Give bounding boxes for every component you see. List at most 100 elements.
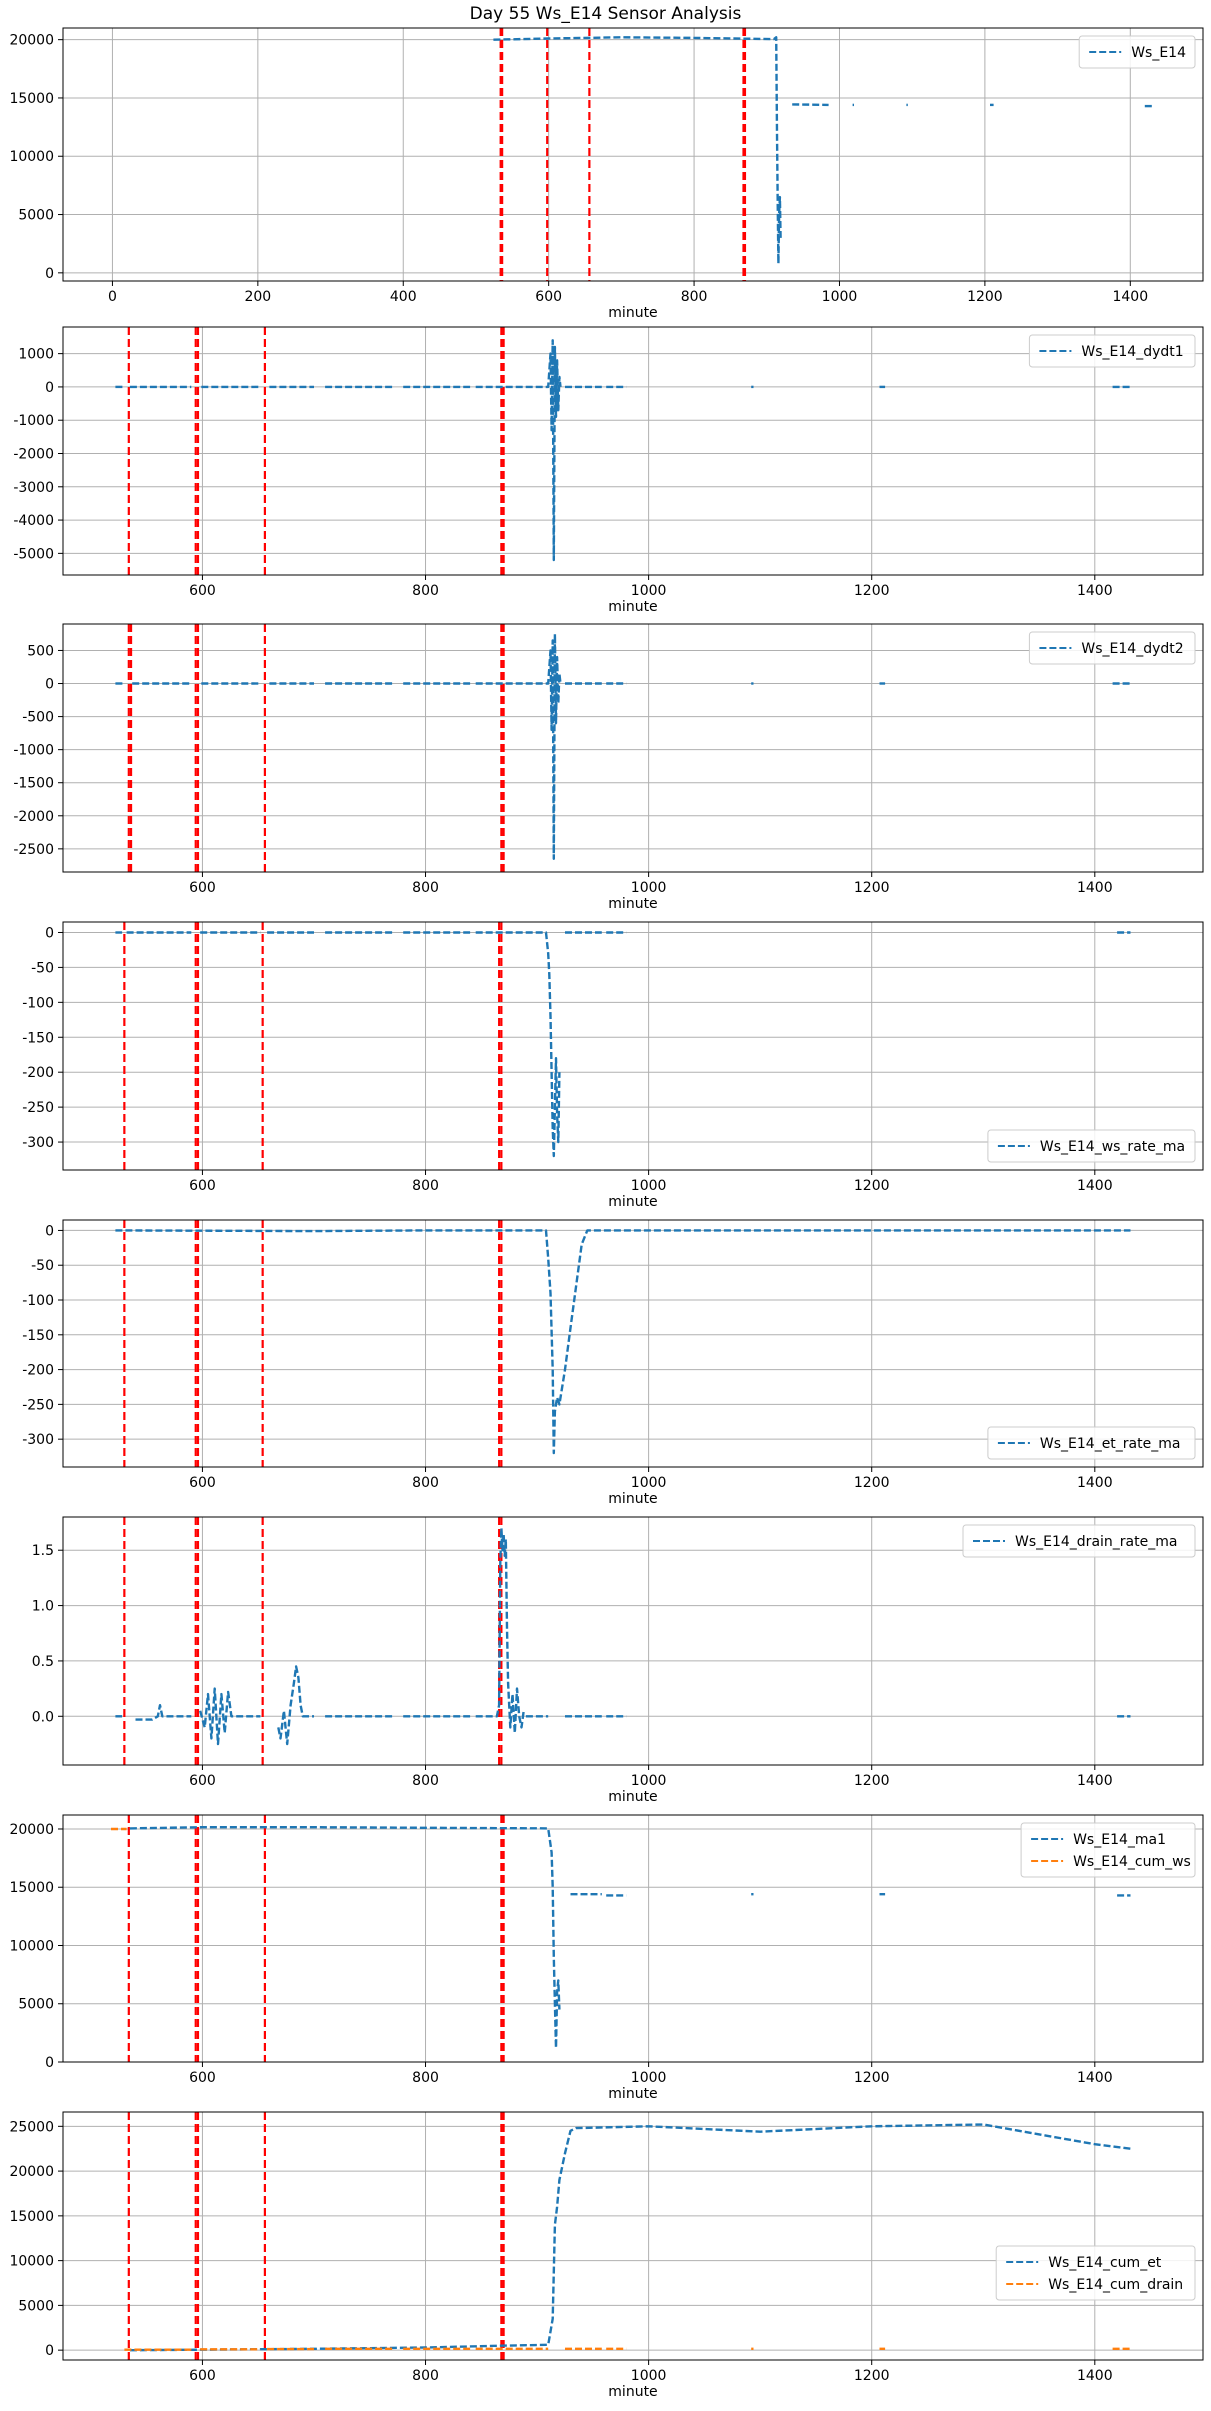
- y-tick-label: -3000: [13, 480, 54, 496]
- x-axis-label: minute: [608, 599, 657, 615]
- y-tick-label: 0: [45, 925, 54, 941]
- legend: Ws_E14_ma1 Ws_E14_cum_ws: [1020, 1822, 1196, 1878]
- legend-box: [1078, 35, 1196, 69]
- y-tick-label: 10000: [9, 1938, 54, 1954]
- x-tick-label: 800: [412, 2070, 439, 2086]
- x-tick-label: 800: [412, 2368, 439, 2384]
- y-tick-label: 0.5: [32, 1654, 54, 1670]
- y-tick-label: 10000: [9, 2254, 54, 2270]
- series-line: [115, 1229, 1131, 1455]
- x-tick-label: 600: [535, 289, 562, 305]
- series-line: [129, 2123, 1131, 2352]
- x-tick-label: 1200: [854, 1178, 890, 1194]
- x-tick-label: 800: [412, 1773, 439, 1789]
- x-tick-label: 600: [189, 880, 216, 896]
- chart-panel-7: 600 800 1000 1200 1400 0 5000 10000 15000 20000 mi…: [9, 1814, 1204, 2102]
- legend-label: Ws_E14_drain_rate_ma: [1015, 1534, 1177, 1550]
- x-axis-label: minute: [608, 896, 657, 912]
- y-tick-label: -2000: [13, 809, 54, 825]
- y-tick-label: 0.0: [32, 1709, 54, 1725]
- x-tick-label: 1200: [854, 583, 890, 599]
- legend-box: [987, 1426, 1196, 1460]
- legend: Ws_E14_dydt2: [1028, 631, 1196, 665]
- x-tick-label: 800: [412, 880, 439, 896]
- chart-panel-6: 600 800 1000 1200 1400 0.0 0.5 1.0 1.5 minute Ws_E…: [32, 1516, 1204, 1805]
- figure-title: Day 55 Ws_E14 Sensor Analysis: [469, 4, 742, 24]
- y-tick-label: -50: [31, 1258, 54, 1274]
- y-tick-label: 0: [45, 2055, 54, 2071]
- axes-frame: [62, 27, 1204, 282]
- legend: Ws_E14_et_rate_ma: [987, 1426, 1196, 1460]
- legend: Ws_E14: [1078, 35, 1196, 69]
- chart-panel-3: 600 800 1000 1200 1400 -2500 -2000 -1500 -1000 -5…: [13, 623, 1204, 912]
- series-line: [199, 1687, 261, 1746]
- y-tick-label: 15000: [9, 1880, 54, 1896]
- chart-panel-1: 0 200 400 600 800 1000 1200 1400 0 5000 10000 15000…: [9, 27, 1204, 321]
- x-tick-label: 1400: [1077, 1178, 1113, 1194]
- legend-box: [1028, 334, 1196, 368]
- y-tick-label: 20000: [9, 33, 54, 49]
- y-tick-label: 0: [45, 677, 54, 693]
- y-tick-label: 20000: [9, 1822, 54, 1838]
- y-tick-label: -500: [22, 710, 54, 726]
- x-tick-label: 600: [189, 1773, 216, 1789]
- x-tick-label: 600: [189, 583, 216, 599]
- y-tick-label: -2000: [13, 446, 54, 462]
- y-tick-label: 1.0: [32, 1599, 54, 1615]
- series-line: [475, 632, 562, 860]
- x-axis-label: minute: [608, 1194, 657, 1210]
- y-tick-label: 0: [45, 380, 54, 396]
- legend-box: [987, 1129, 1196, 1163]
- x-tick-label: 600: [189, 1178, 216, 1194]
- chart-panel-4: 600 800 1000 1200 1400 -300 -250 -200 -150 -100 -5…: [22, 921, 1204, 1210]
- x-tick-label: 1200: [854, 880, 890, 896]
- x-tick-label: 1200: [854, 2070, 890, 2086]
- y-tick-label: -4000: [13, 513, 54, 529]
- x-tick-label: 1200: [854, 1475, 890, 1491]
- legend-label: Ws_E14: [1131, 45, 1186, 61]
- x-tick-label: 1000: [631, 1773, 667, 1789]
- x-tick-label: 1400: [1077, 2070, 1113, 2086]
- x-tick-label: 1400: [1077, 880, 1113, 896]
- x-tick-label: 1000: [631, 1475, 667, 1491]
- x-axis-label: minute: [608, 2384, 657, 2400]
- y-tick-label: 0: [45, 2343, 54, 2359]
- legend-box: [1028, 631, 1196, 665]
- x-tick-label: 1000: [631, 583, 667, 599]
- x-axis-label: minute: [608, 305, 657, 321]
- legend-label: Ws_E14_ma1: [1073, 1832, 1166, 1848]
- axes-frame: [62, 1516, 1204, 1766]
- x-tick-label: 1400: [1077, 1475, 1113, 1491]
- axes-frame: [62, 326, 1204, 576]
- y-tick-label: 25000: [9, 2119, 54, 2135]
- legend-label: Ws_E14_cum_drain: [1048, 2277, 1183, 2293]
- legend-box: [962, 1524, 1196, 1558]
- x-tick-label: 1000: [631, 2368, 667, 2384]
- y-tick-label: -5000: [13, 546, 54, 562]
- y-tick-label: 5000: [18, 1997, 54, 2013]
- legend-box: [995, 2245, 1196, 2301]
- y-tick-label: -50: [31, 960, 54, 976]
- y-tick-label: -300: [22, 1432, 54, 1448]
- y-tick-label: 5000: [18, 2298, 54, 2314]
- y-tick-label: 1.5: [32, 1543, 54, 1559]
- x-tick-label: 1200: [967, 289, 1003, 305]
- y-tick-label: -1000: [13, 413, 54, 429]
- series-line: [277, 1665, 314, 1746]
- x-tick-label: 1000: [822, 289, 858, 305]
- legend-label: Ws_E14_cum_ws: [1073, 1854, 1191, 1870]
- x-tick-label: 1400: [1077, 2368, 1113, 2384]
- axes-frame: [62, 2111, 1204, 2361]
- x-tick-label: 800: [412, 1178, 439, 1194]
- y-tick-label: -1000: [13, 743, 54, 759]
- x-tick-label: 200: [244, 289, 271, 305]
- y-tick-label: -200: [22, 1065, 54, 1081]
- chart-panel-8: 600 800 1000 1200 1400 0 5000 10000 15000 20000 25…: [9, 2111, 1204, 2400]
- y-tick-label: -100: [22, 995, 54, 1011]
- series-line: [129, 1826, 561, 2050]
- x-tick-label: 0: [108, 289, 117, 305]
- chart-panel-2: 600 800 1000 1200 1400 -5000 -4000 -3000 -2000 -1…: [13, 326, 1204, 615]
- legend-label: Ws_E14_dydt2: [1081, 641, 1183, 657]
- legend-label: Ws_E14_dydt1: [1081, 344, 1183, 360]
